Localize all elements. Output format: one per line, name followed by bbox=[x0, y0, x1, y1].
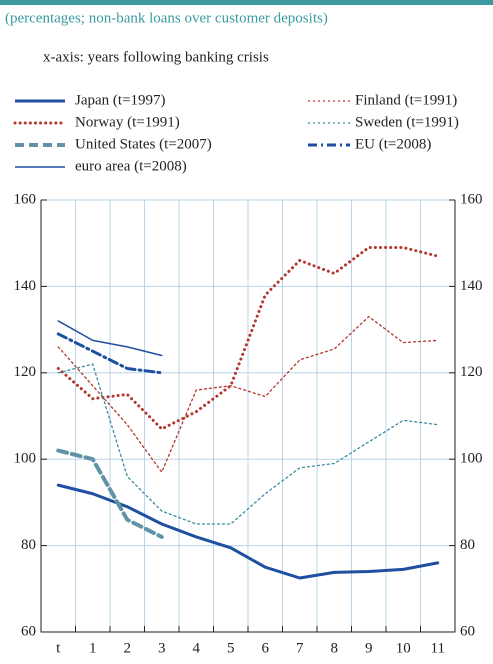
series-line bbox=[56, 246, 440, 431]
x-tick-label: 2 bbox=[124, 640, 132, 656]
top-band bbox=[0, 0, 493, 5]
x-tick-label: 3 bbox=[158, 640, 166, 656]
x-tick-label: 10 bbox=[396, 640, 411, 656]
x-tick-label: 6 bbox=[262, 640, 270, 656]
legend-label: EU (t=2008) bbox=[355, 136, 431, 152]
y-tick-label: 80 bbox=[21, 537, 36, 553]
plot-frame bbox=[40, 200, 456, 633]
axis-note: x-axis: years following banking crisis bbox=[43, 49, 269, 65]
x-tick-label: 11 bbox=[431, 640, 445, 656]
series-line bbox=[56, 483, 440, 580]
x-tick-label: 1 bbox=[89, 640, 97, 656]
series-line bbox=[56, 448, 164, 539]
series-line bbox=[57, 315, 439, 473]
legend-label: Japan (t=1997) bbox=[75, 92, 166, 108]
y-tick-label-right: 100 bbox=[460, 451, 483, 467]
y-tick-label: 100 bbox=[14, 451, 37, 467]
legend-label: euro area (t=2008) bbox=[75, 158, 187, 174]
legend-label: Finland (t=1991) bbox=[355, 92, 457, 108]
series-line bbox=[57, 363, 439, 525]
y-tick-label-right: 80 bbox=[460, 537, 475, 553]
y-tick-label: 60 bbox=[21, 623, 36, 639]
chart-subtitle: (percentages; non-bank loans over custom… bbox=[5, 10, 328, 26]
x-tick-label: 9 bbox=[365, 640, 373, 656]
x-tick-label: 4 bbox=[193, 640, 201, 656]
legend-label: United States (t=2007) bbox=[75, 136, 212, 152]
series-line bbox=[56, 332, 164, 375]
y-tick-label-right: 120 bbox=[460, 364, 483, 380]
legend-label: Norway (t=1991) bbox=[75, 114, 180, 130]
y-tick-label-right: 140 bbox=[460, 278, 483, 294]
x-tick-label: t bbox=[56, 640, 61, 656]
series-line bbox=[57, 320, 163, 357]
y-tick-label: 160 bbox=[14, 191, 37, 207]
y-tick-label: 140 bbox=[14, 278, 37, 294]
y-tick-label: 120 bbox=[14, 364, 37, 380]
y-tick-label-right: 160 bbox=[460, 191, 483, 207]
x-tick-label: 8 bbox=[331, 640, 339, 656]
x-tick-label: 7 bbox=[296, 640, 304, 656]
legend-label: Sweden (t=1991) bbox=[355, 114, 459, 130]
y-tick-label-right: 60 bbox=[460, 623, 475, 639]
x-tick-label: 5 bbox=[227, 640, 235, 656]
